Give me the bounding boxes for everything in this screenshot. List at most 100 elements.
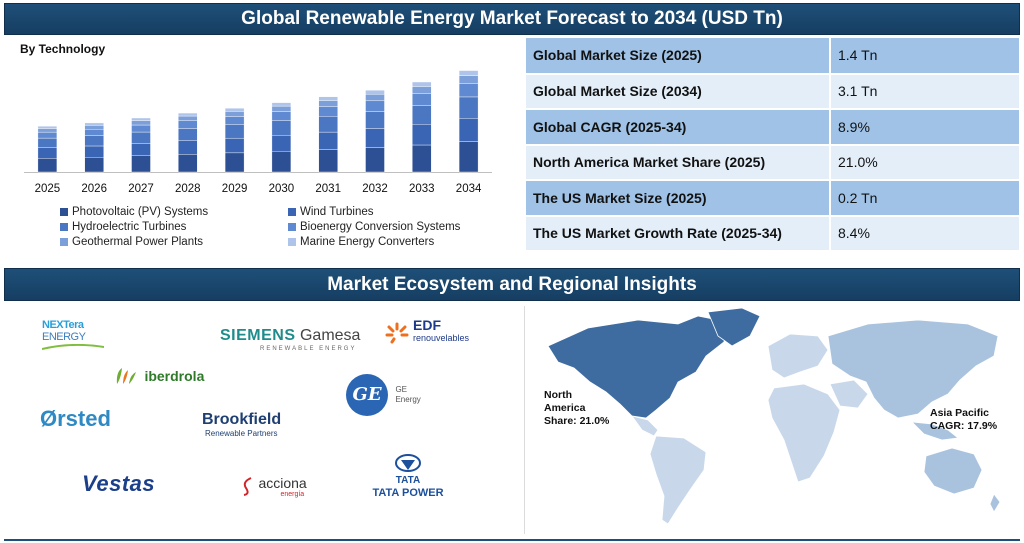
- stat-value: 3.1 Tn: [830, 73, 1019, 110]
- stat-value: 8.9%: [830, 109, 1019, 146]
- bar-segment-2031-4: [318, 106, 338, 117]
- bar-segment-2027-1: [131, 155, 151, 173]
- bar-segment-2028-3: [178, 128, 198, 141]
- edf-wordmark: EDF: [413, 317, 441, 333]
- bar-segment-2031-1: [318, 149, 338, 173]
- bar-segment-2030-4: [271, 111, 292, 121]
- iberdrola-wordmark: iberdrola: [144, 368, 205, 384]
- bar-segment-2034-5: [458, 75, 479, 84]
- legend-item: Marine Energy Converters: [288, 236, 434, 248]
- bar-segment-2033-3: [412, 105, 432, 125]
- bar-segment-2027-2: [131, 143, 151, 156]
- x-tick-label: 2029: [222, 183, 248, 195]
- bar-segment-2025-6: [37, 125, 58, 129]
- stat-label: North America Market Share (2025): [526, 144, 831, 181]
- bar-segment-2029-2: [224, 137, 245, 154]
- bar-segment-2032-1: [365, 147, 385, 173]
- ge-label-line1: GE: [395, 385, 408, 395]
- bar-segment-2025-1: [37, 158, 58, 173]
- stats-row: Global CAGR (2025-34) 8.9%: [526, 109, 1019, 146]
- bar-segment-2034-4: [458, 83, 479, 98]
- stats-row: The US Market Growth Rate (2025-34) 8.4%: [526, 215, 1019, 252]
- legend-swatch: [288, 238, 296, 246]
- world-map: [547, 307, 1001, 525]
- stacked-bar-chart: 2025 2026 2027 2028 2029 2030 2031 2032 2033 2034: [24, 70, 492, 195]
- bar-segment-2034-3: [458, 96, 479, 119]
- bar-segment-2028-6: [178, 112, 198, 117]
- bar-segment-2026-5: [84, 125, 104, 130]
- north-america-region: [547, 315, 729, 419]
- bar-segment-2031-2: [318, 131, 338, 150]
- south-america-region: [649, 435, 707, 525]
- edf-logo: EDF renouvelables: [383, 317, 470, 344]
- bar-segment-2034-2: [458, 118, 479, 142]
- stat-value: 0.2 Tn: [830, 180, 1019, 217]
- bar-segment-2031-5: [318, 100, 338, 107]
- central-america-region: [631, 415, 659, 437]
- africa-region: [767, 383, 841, 483]
- bar-segment-2028-5: [178, 115, 198, 121]
- bar-segment-2026-6: [84, 122, 104, 126]
- acciona-swirl-icon: [243, 477, 252, 496]
- stat-value: 8.4%: [830, 215, 1019, 252]
- tata-wordmark: TATA: [395, 475, 421, 486]
- vestas-logo: Vestas: [82, 471, 156, 496]
- bar-segment-2029-6: [224, 107, 245, 112]
- north-america-label: North America Share: 21.0%: [544, 389, 609, 428]
- bar-segment-2029-4: [224, 116, 245, 125]
- new-zealand-region: [989, 493, 1001, 513]
- asia-pacific-cagr: CAGR: 17.9%: [930, 420, 998, 433]
- acciona-wordmark: acciona: [258, 475, 307, 491]
- tata-power-logo: TATA TATA POWER: [368, 454, 448, 499]
- bar-segment-2032-4: [365, 100, 385, 112]
- legend-item: Wind Turbines: [288, 206, 374, 218]
- bar-segment-2027-4: [131, 124, 151, 133]
- australia-region: [923, 447, 983, 495]
- legend-item: Bioenergy Conversion Systems: [288, 221, 460, 233]
- brookfield-subtitle: Renewable Partners: [205, 429, 278, 438]
- ge-energy-logo: GE GE Energy: [346, 374, 421, 416]
- bar-segment-2030-5: [271, 105, 292, 112]
- asia-pacific-label: Asia Pacific CAGR: 17.9%: [930, 407, 997, 433]
- nextera-logo: NEXTera ENERGY: [42, 320, 104, 350]
- stat-label: The US Market Size (2025): [526, 180, 831, 217]
- x-tick-label: 2028: [175, 183, 201, 195]
- iberdrola-leaf-icon: [116, 368, 136, 384]
- legend-label: Wind Turbines: [300, 206, 374, 218]
- x-tick-label: 2034: [456, 183, 482, 195]
- gamesa-wordmark: Gamesa: [299, 327, 361, 344]
- legend-item: Hydroelectric Turbines: [60, 221, 186, 233]
- legend-swatch: [60, 223, 68, 231]
- bar-segment-2028-1: [178, 154, 198, 173]
- southeast-asia-region: [910, 421, 959, 441]
- edf-subtitle: renouvelables: [413, 333, 470, 343]
- stats-row: Global Market Size (2025) 1.4 Tn: [526, 38, 1019, 75]
- bar-segment-2030-1: [271, 150, 292, 173]
- edf-sun-icon: [385, 322, 409, 344]
- legend-item: Photovoltaic (PV) Systems: [60, 206, 208, 218]
- x-tick-label: 2026: [81, 183, 107, 195]
- x-tick-label: 2025: [35, 183, 61, 195]
- stats-row: North America Market Share (2025) 21.0%: [526, 144, 1019, 181]
- europe-region: [767, 333, 829, 379]
- tata-emblem-icon: [395, 454, 421, 472]
- legend-swatch: [60, 238, 68, 246]
- bar-segment-2027-6: [131, 117, 151, 121]
- bar-segment-2029-5: [224, 111, 245, 117]
- legend-swatch: [288, 208, 296, 216]
- ge-label-line2: Energy: [395, 395, 421, 404]
- bar-segment-2031-6: [318, 96, 338, 101]
- middle-east-region: [829, 379, 869, 409]
- iberdrola-logo: iberdrola: [114, 366, 204, 386]
- bar-segment-2026-4: [84, 129, 104, 136]
- stat-label: Global CAGR (2025-34): [526, 109, 831, 146]
- bar-segment-2025-3: [37, 137, 58, 148]
- bar-segment-2028-4: [178, 120, 198, 129]
- bar-segment-2033-1: [412, 144, 432, 173]
- bar-segment-2025-4: [37, 131, 58, 139]
- legend-swatch: [60, 208, 68, 216]
- bar-segment-2030-6: [271, 102, 292, 107]
- stat-label: Global Market Size (2034): [526, 73, 831, 110]
- siemens-gamesa-logo: SIEMENS Gamesa RENEWABLE ENERGY: [220, 327, 361, 353]
- stats-row: Global Market Size (2034) 3.1 Tn: [526, 73, 1019, 110]
